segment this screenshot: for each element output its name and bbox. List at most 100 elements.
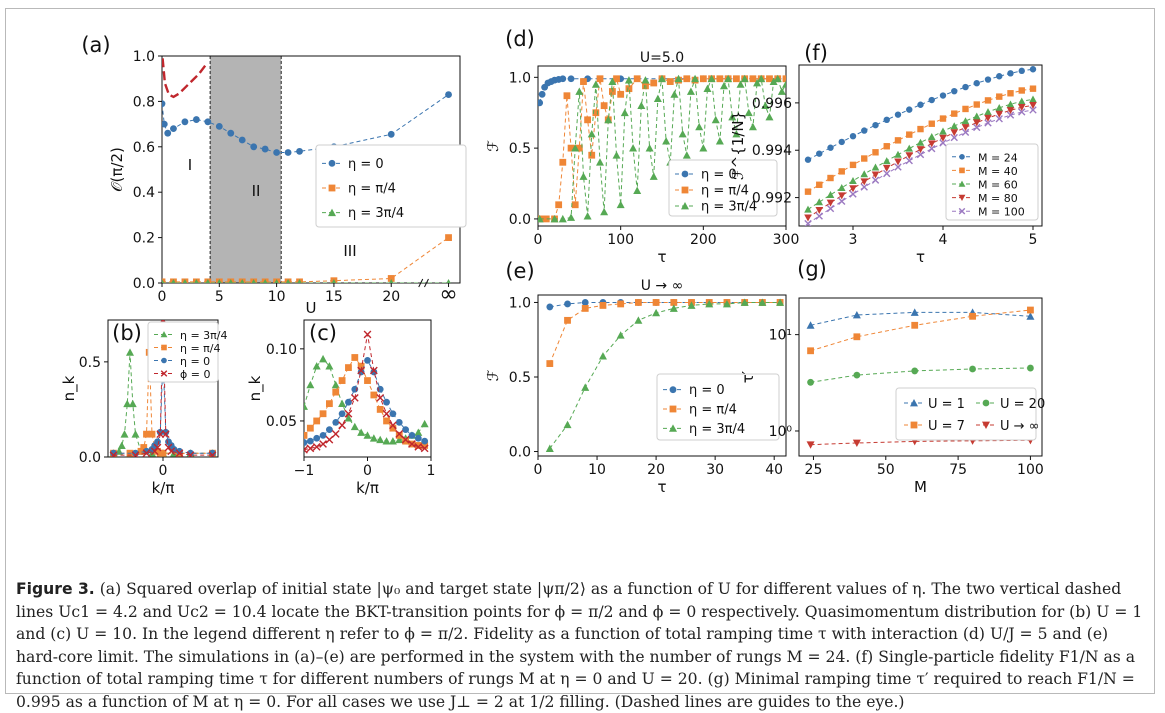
- data-point: [304, 402, 308, 410]
- data-point: [421, 437, 429, 445]
- data-point: [446, 279, 451, 283]
- data-point: [826, 204, 835, 213]
- data-point: [1006, 111, 1015, 119]
- data-point: [414, 428, 423, 436]
- data-point: [658, 74, 666, 83]
- data-point: [634, 299, 642, 306]
- data-point: [162, 100, 166, 108]
- data-point: [678, 129, 687, 138]
- data-point: [204, 118, 212, 126]
- data-point: [849, 176, 857, 184]
- data-point: [120, 430, 129, 438]
- data-point: [389, 279, 394, 283]
- data-point: [312, 362, 321, 370]
- data-point: [162, 120, 168, 128]
- x-tick-label: 25: [805, 462, 823, 478]
- data-point: [894, 150, 902, 158]
- data-point: [445, 234, 452, 241]
- data-point: [916, 138, 925, 146]
- y-tick-label: 0.0: [133, 276, 155, 292]
- region-label: II: [252, 182, 261, 200]
- data-point: [917, 125, 924, 133]
- legend-marker: [681, 170, 689, 178]
- plot-area: [162, 58, 452, 283]
- data-point: [1007, 90, 1014, 97]
- data-point: [387, 130, 395, 138]
- data-point: [306, 437, 314, 445]
- data-point: [186, 451, 195, 457]
- data-point: [911, 367, 919, 375]
- data-point: [724, 74, 733, 83]
- data-point: [906, 106, 913, 113]
- series-line-0: [810, 311, 1031, 326]
- data-point: [357, 366, 366, 375]
- data-point: [804, 188, 812, 195]
- shaded-region: [210, 56, 282, 283]
- series-line-2: [807, 98, 1034, 210]
- x-tick-label: 0: [159, 463, 168, 479]
- legend-label: η = 0: [348, 157, 384, 172]
- series-line-4: [807, 109, 1034, 225]
- plot-area: [806, 306, 1035, 449]
- data-point: [538, 214, 544, 223]
- data-point: [325, 362, 334, 370]
- data-point: [376, 406, 384, 413]
- caption-text: (a) Squared overlap of initial state |ψ₀…: [16, 580, 1143, 711]
- data-point: [634, 316, 643, 324]
- y-tick-label: 0.992: [752, 191, 792, 207]
- x-tick-label: 0: [363, 463, 372, 479]
- data-point: [1018, 67, 1025, 75]
- data-point: [357, 362, 365, 370]
- data-point: [117, 441, 126, 449]
- data-point: [546, 360, 554, 367]
- plot-area: [304, 330, 429, 454]
- data-point: [815, 206, 824, 214]
- data-point: [748, 122, 757, 131]
- data-point: [175, 449, 184, 457]
- caption-figure-label: Figure 3.: [16, 580, 95, 598]
- data-point: [637, 101, 646, 110]
- data-point: [313, 434, 321, 442]
- data-point: [402, 437, 409, 445]
- data-point: [581, 305, 589, 312]
- data-point: [1018, 87, 1025, 94]
- data-point: [575, 144, 583, 152]
- legend-marker: [959, 167, 965, 174]
- data-point: [297, 279, 302, 283]
- data-point: [599, 302, 607, 309]
- panel-f: (f) 3 4 5 0.992 0.994 0.996 τ ℱ^{1/N} M = 24M = 4…: [729, 41, 1043, 266]
- data-point: [852, 439, 861, 448]
- data-point: [939, 134, 947, 142]
- data-point: [296, 147, 303, 155]
- data-point: [911, 321, 919, 329]
- data-point: [331, 279, 337, 283]
- plot-area: [804, 66, 1037, 226]
- y-tick-label: 0.05: [266, 414, 297, 430]
- data-point: [1017, 104, 1026, 112]
- data-point: [849, 132, 857, 140]
- legend-label: U = 7: [928, 419, 965, 434]
- figure-canvas: (a)0 5 10 15 20 ∞0.00.20.40.60.81.0U𝒪(π/2) III…: [60, 27, 1045, 497]
- data-point: [984, 97, 992, 104]
- data-point: [804, 156, 812, 163]
- data-point: [600, 102, 608, 110]
- data-point: [670, 90, 679, 98]
- x-tick-label: 75: [949, 462, 967, 478]
- y-axis-label: 𝒪(π/2): [108, 147, 126, 192]
- data-point: [389, 421, 397, 430]
- data-point: [1029, 106, 1037, 114]
- legend-label: η = 3π/4: [180, 329, 228, 342]
- data-point: [137, 447, 145, 455]
- data-point: [370, 368, 378, 376]
- figure-frame: [5, 8, 1155, 694]
- legend-label: M = 60: [978, 179, 1018, 192]
- data-point: [563, 92, 571, 100]
- data-point: [395, 418, 403, 426]
- data-point: [319, 440, 327, 448]
- data-point: [699, 144, 708, 152]
- data-point: [364, 377, 371, 384]
- data-point: [182, 279, 188, 283]
- data-point: [304, 439, 308, 446]
- x-tick-label: 50: [877, 462, 895, 478]
- data-point: [445, 91, 452, 98]
